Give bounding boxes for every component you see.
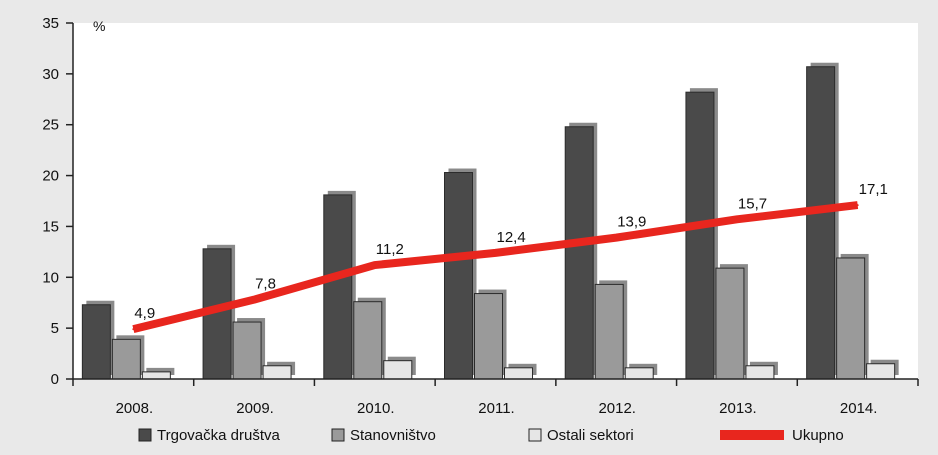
data-label: 7,8	[255, 276, 276, 293]
bar-3	[624, 367, 654, 380]
bar-3	[262, 365, 292, 380]
x-tick-label: 2009.	[236, 400, 274, 417]
y-tick-label: 35	[42, 15, 59, 32]
bar-2	[111, 338, 141, 380]
legend-swatch	[528, 428, 542, 442]
y-tick-label: 0	[51, 371, 59, 388]
y-tick-label: 5	[51, 320, 59, 337]
bar-2	[836, 257, 866, 380]
line-point	[494, 251, 497, 254]
axes-layer: 0 5 10 15 20 25 30 35 % 2008. 2009. 2010. 2011. 2012.…	[42, 15, 919, 417]
bar-3	[141, 371, 171, 380]
legend-swatch	[138, 428, 152, 442]
bar-1	[81, 304, 111, 380]
bar-1	[806, 66, 836, 380]
line-point	[856, 204, 859, 207]
line-point	[132, 328, 135, 331]
bars-layer	[81, 62, 899, 380]
y-tick-label: 25	[42, 117, 59, 134]
bar-2	[353, 301, 383, 380]
bar-2	[594, 283, 624, 380]
bar-2	[474, 293, 503, 380]
y-tick-label: 30	[42, 66, 59, 83]
bar-1	[323, 194, 353, 380]
legend: Trgovačka društva Stanovništvo Ostali sekt…	[138, 427, 844, 444]
y-tick-label: 15	[42, 218, 59, 235]
bar-3	[504, 367, 533, 380]
x-tick-label: 2010.	[357, 400, 395, 417]
data-label: 11,2	[376, 241, 404, 258]
x-tick-label: 2008.	[116, 400, 154, 417]
bar-2	[232, 321, 262, 380]
y-tick-label: 20	[42, 168, 59, 185]
bar-3	[866, 363, 896, 380]
line-layer: 4,9 7,8 11,2 12,4 13,9 15,7 17,1	[132, 181, 888, 334]
bar-3	[383, 360, 413, 380]
legend-swatch	[331, 428, 345, 442]
legend-label: Ukupno	[792, 427, 844, 444]
x-tick-label: 2011.	[478, 400, 514, 417]
x-tick-label: 2013.	[719, 400, 757, 417]
line-point	[373, 264, 376, 267]
bar-3	[745, 365, 775, 380]
line-point	[615, 236, 618, 239]
data-label: 12,4	[497, 229, 526, 246]
x-tick-label: 2012.	[598, 400, 636, 417]
y-unit-label: %	[93, 18, 105, 34]
bar-2	[715, 267, 745, 380]
line-point	[735, 218, 738, 221]
line-point	[253, 298, 256, 301]
bar-1	[444, 172, 473, 380]
data-label: 15,7	[738, 195, 767, 212]
bar-1	[564, 126, 594, 380]
legend-swatch-line	[720, 430, 784, 440]
y-tick-label: 10	[42, 269, 59, 286]
data-label: 13,9	[617, 214, 646, 231]
x-tick-label: 2014.	[840, 400, 878, 417]
data-label: 4,9	[134, 305, 155, 322]
legend-label: Stanovništvo	[350, 427, 436, 444]
data-label: 17,1	[859, 181, 888, 198]
bar-1	[685, 91, 715, 380]
legend-label: Trgovačka društva	[157, 427, 280, 444]
legend-label: Ostali sektori	[547, 427, 634, 444]
